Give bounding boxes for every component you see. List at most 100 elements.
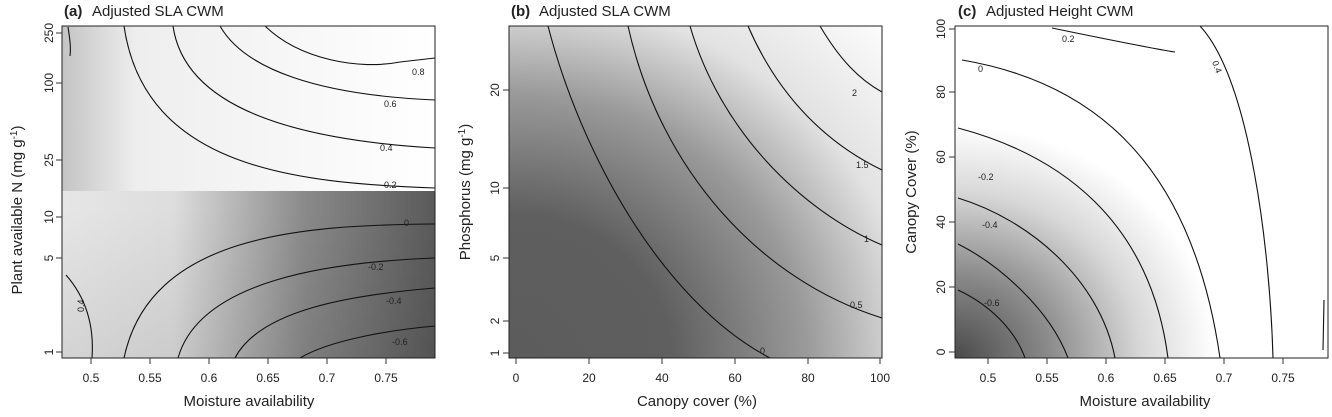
- y-tick-label: 10: [42, 210, 56, 224]
- x-tick-label: 0: [513, 371, 520, 385]
- y-axis-label: Plant available N (mg g-1): [9, 126, 27, 295]
- contour-line: [65, 274, 93, 359]
- contour-label: -0.2: [368, 262, 384, 272]
- contour-label: 0.6: [384, 99, 397, 109]
- y-tick-label: 100: [42, 73, 56, 93]
- y-tick-label: 60: [934, 150, 948, 164]
- contour-label: 0: [978, 64, 983, 74]
- panel-a-heatmap: [62, 26, 435, 358]
- contour-line: [123, 25, 436, 189]
- contour-line: [957, 197, 1116, 359]
- x-axis-label: Moisture availability: [184, 393, 315, 410]
- panel-a-title-text: Adjusted SLA CWM: [92, 3, 224, 20]
- contour-label: 0: [404, 218, 409, 228]
- x-tick-label: 0.75: [374, 371, 398, 385]
- y-tick-label: 20: [488, 83, 502, 97]
- y-tick-label: 0: [934, 348, 948, 355]
- x-tick-label: 0.55: [138, 371, 162, 385]
- contour-line: [689, 25, 883, 246]
- y-tick-label: 1: [42, 348, 56, 355]
- contour-line: [957, 127, 1169, 359]
- panel-c-contours: [957, 25, 1325, 359]
- x-tick-label: 0.7: [319, 371, 336, 385]
- contour-label: 0.4: [380, 143, 393, 153]
- panel-c-contour-labels: 0.2 0.4 0 -0.2 -0.4 -0.6: [978, 34, 1224, 308]
- x-axis-label: Moisture availability: [1080, 393, 1211, 410]
- panel-b: (b) Adjusted SLA CWM 2 1.5 1 0.5 0 0: [457, 3, 891, 410]
- x-tick-label: 0.7: [1216, 371, 1233, 385]
- x-tick-label: 0.75: [1271, 371, 1295, 385]
- contour-line: [67, 26, 71, 57]
- contour-label: 2: [852, 88, 857, 98]
- panel-b-x-axis: 0 20 40 60 80 100 Canopy cover (%): [513, 358, 890, 410]
- contour-label: 0.2: [1062, 34, 1075, 44]
- contour-line: [819, 25, 883, 93]
- x-tick-label: 60: [728, 371, 742, 385]
- contour-line: [172, 25, 436, 149]
- x-tick-label: 0.65: [256, 371, 280, 385]
- contour-label: 0.2: [384, 180, 397, 190]
- y-tick-label: 10: [488, 181, 502, 195]
- y-tick-label: 5: [488, 254, 502, 261]
- contour-label: 0.4: [1210, 59, 1224, 74]
- panel-c-y-axis: 0 20 40 60 80 100 Canopy Cover (%): [903, 19, 955, 355]
- x-axis-label: Canopy cover (%): [637, 393, 757, 410]
- panel-a-contour-labels: 0.8 0.6 0.4 0.2 0 -0.2 -0.4 -0.6 0.4: [76, 67, 425, 347]
- contour-line: [961, 59, 1221, 359]
- contour-label: -0.2: [978, 172, 994, 182]
- y-tick-label: 100: [934, 19, 948, 39]
- y-tick-label: 2: [488, 317, 502, 324]
- contour-label: 0.4: [76, 299, 86, 312]
- panel-c-title: (c): [958, 3, 976, 20]
- contour-label: -0.4: [386, 296, 402, 306]
- x-tick-label: 0.6: [1098, 371, 1115, 385]
- contour-label: 0.8: [412, 67, 425, 77]
- panel-c-x-axis: 0.5 0.55 0.6 0.65 0.7 0.75 Moisture avai…: [980, 358, 1295, 410]
- contour-line: [747, 25, 883, 171]
- panel-b-y-axis: 1 2 5 10 20 Phosphorus (mg g-1): [457, 83, 509, 356]
- contour-line: [547, 25, 771, 359]
- x-tick-label: 80: [801, 371, 815, 385]
- contour-line: [957, 289, 1026, 359]
- y-axis-label: Canopy Cover (%): [903, 130, 920, 253]
- contour-label: -0.4: [982, 220, 998, 230]
- contour-label: -0.6: [984, 298, 1000, 308]
- contour-line: [234, 287, 436, 359]
- contour-line: [957, 243, 1069, 359]
- y-axis-label: Phosphorus (mg g-1): [457, 124, 475, 260]
- y-tick-label: 25: [42, 153, 56, 167]
- x-tick-label: 0.55: [1035, 371, 1059, 385]
- x-tick-label: 100: [870, 371, 890, 385]
- y-tick-label: 80: [934, 85, 948, 99]
- y-tick-label: 250: [42, 23, 56, 43]
- x-tick-label: 0.5: [83, 371, 100, 385]
- x-tick-label: 0.5: [980, 371, 997, 385]
- panel-b-title-text: Adjusted SLA CWM: [539, 3, 671, 20]
- contour-line: [299, 325, 436, 359]
- contour-label: 0.5: [850, 300, 863, 310]
- panel-c-plot-frame: [954, 25, 1329, 359]
- panel-b-plot-frame: [508, 25, 883, 359]
- contour-line: [219, 25, 436, 101]
- contour-line: [1199, 25, 1274, 359]
- panel-b-title: (b): [511, 3, 530, 20]
- contour-line: [627, 25, 883, 319]
- contour-line: [1322, 299, 1325, 351]
- contour-label: 1: [864, 234, 869, 244]
- panel-a-y-axis: 1 5 10 25 100 250 Plant available N (mg …: [9, 23, 62, 355]
- panel-b-contours: [547, 25, 883, 359]
- y-tick-label: 40: [934, 215, 948, 229]
- panel-a-plot-frame: [61, 25, 436, 359]
- x-tick-label: 0.65: [1153, 371, 1177, 385]
- y-tick-label: 5: [42, 254, 56, 261]
- x-tick-label: 20: [582, 371, 596, 385]
- panel-c-title-text: Adjusted Height CWM: [986, 3, 1134, 20]
- contour-line: [1051, 27, 1176, 53]
- panel-a: (a) Adjusted SLA CWM 0.8 0.6 0.4 0.2 0 -…: [9, 3, 436, 410]
- contour-label: -0.6: [392, 337, 408, 347]
- panel-c: (c) Adjusted Height CWM 0.2 0.4 0 -0.2 -…: [903, 3, 1329, 410]
- y-tick-label: 20: [934, 280, 948, 294]
- panel-c-heatmap: [955, 26, 1328, 358]
- contour-label: 0: [760, 346, 765, 356]
